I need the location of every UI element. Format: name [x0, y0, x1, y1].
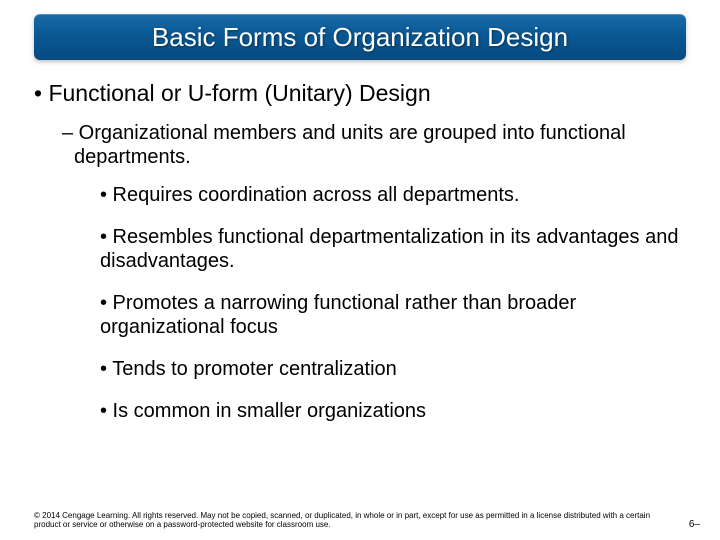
- bullet-item: • Promotes a narrowing functional rather…: [100, 291, 686, 339]
- heading-level2: – Organizational members and units are g…: [62, 121, 686, 169]
- bullet-item: • Resembles functional departmentalizati…: [100, 225, 686, 273]
- slide: Basic Forms of Organization Design • Fun…: [0, 0, 720, 540]
- heading-level1: • Functional or U-form (Unitary) Design: [34, 80, 686, 107]
- bullet-item: • Tends to promoter centralization: [100, 357, 686, 381]
- content-area: • Functional or U-form (Unitary) Design …: [34, 80, 686, 441]
- copyright-footer: © 2014 Cengage Learning. All rights rese…: [34, 511, 660, 530]
- page-number: 6–: [689, 519, 700, 530]
- bullet-item: • Is common in smaller organizations: [100, 399, 686, 423]
- bullet-item: • Requires coordination across all depar…: [100, 183, 686, 207]
- slide-title: Basic Forms of Organization Design: [152, 22, 568, 53]
- title-bar: Basic Forms of Organization Design: [34, 14, 686, 60]
